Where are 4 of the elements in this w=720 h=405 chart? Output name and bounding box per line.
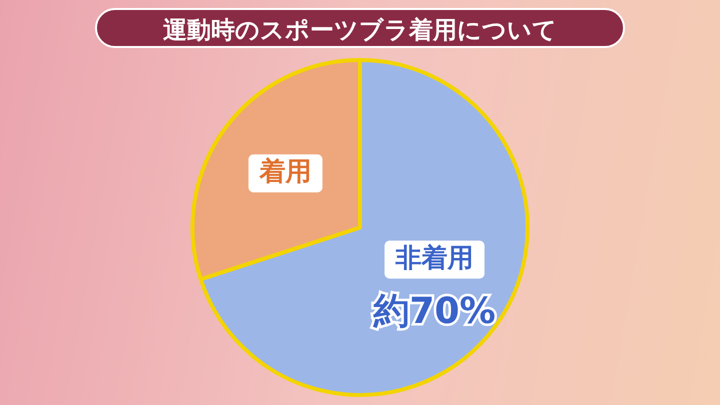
slice-label: 非着用 — [394, 243, 474, 274]
slice-label: 着用 — [258, 157, 312, 188]
data-label: 約70% — [372, 291, 496, 332]
chart-title: 運動時のスポーツブラ着用について — [95, 8, 625, 48]
